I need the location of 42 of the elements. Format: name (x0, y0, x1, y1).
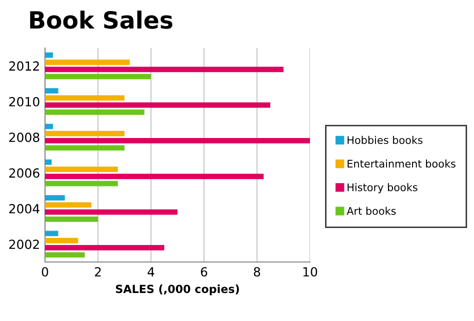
legend-label: Hobbies books (348, 136, 422, 144)
legend-label: Entertainment books (348, 160, 456, 168)
y-tick-label: 2006 (9, 168, 40, 178)
bar (45, 110, 144, 115)
bar (45, 216, 98, 222)
x-tick-label: 2 (94, 267, 101, 276)
legend-label: History books (348, 183, 418, 194)
bar (45, 202, 92, 208)
bar (45, 95, 124, 101)
x-tick-label: 6 (200, 267, 208, 277)
bar (45, 74, 151, 80)
chart-title: Book Sales (30, 10, 172, 29)
bar (45, 174, 264, 180)
bar (45, 145, 124, 151)
bar (45, 130, 124, 136)
x-tick-label: 0 (42, 267, 48, 277)
y-tick-label: 2012 (9, 61, 39, 71)
legend-label: Art books (346, 206, 396, 215)
y-tick-label: 2004 (9, 204, 40, 214)
bar (45, 52, 53, 58)
bar (45, 124, 53, 130)
y-tick-label: 2002 (9, 240, 39, 250)
y-tick-label: 2008 (9, 132, 40, 142)
x-tick-label: 4 (148, 267, 154, 276)
bar (45, 159, 52, 165)
x-tick-label: 10 (303, 267, 318, 277)
bar (45, 180, 118, 186)
bar (45, 60, 130, 65)
bar (45, 66, 284, 72)
bar (45, 88, 58, 94)
bar (45, 166, 118, 172)
bar (45, 252, 85, 258)
bar (45, 238, 78, 244)
bar (45, 245, 164, 250)
x-axis-title: SALES (,000 copies) (116, 284, 239, 296)
bar (45, 230, 58, 236)
bar (45, 195, 65, 200)
bar (45, 138, 310, 144)
x-tick-label: 8 (254, 267, 260, 277)
bar (45, 209, 178, 215)
bar (45, 102, 270, 108)
y-tick-label: 2010 (9, 96, 40, 106)
